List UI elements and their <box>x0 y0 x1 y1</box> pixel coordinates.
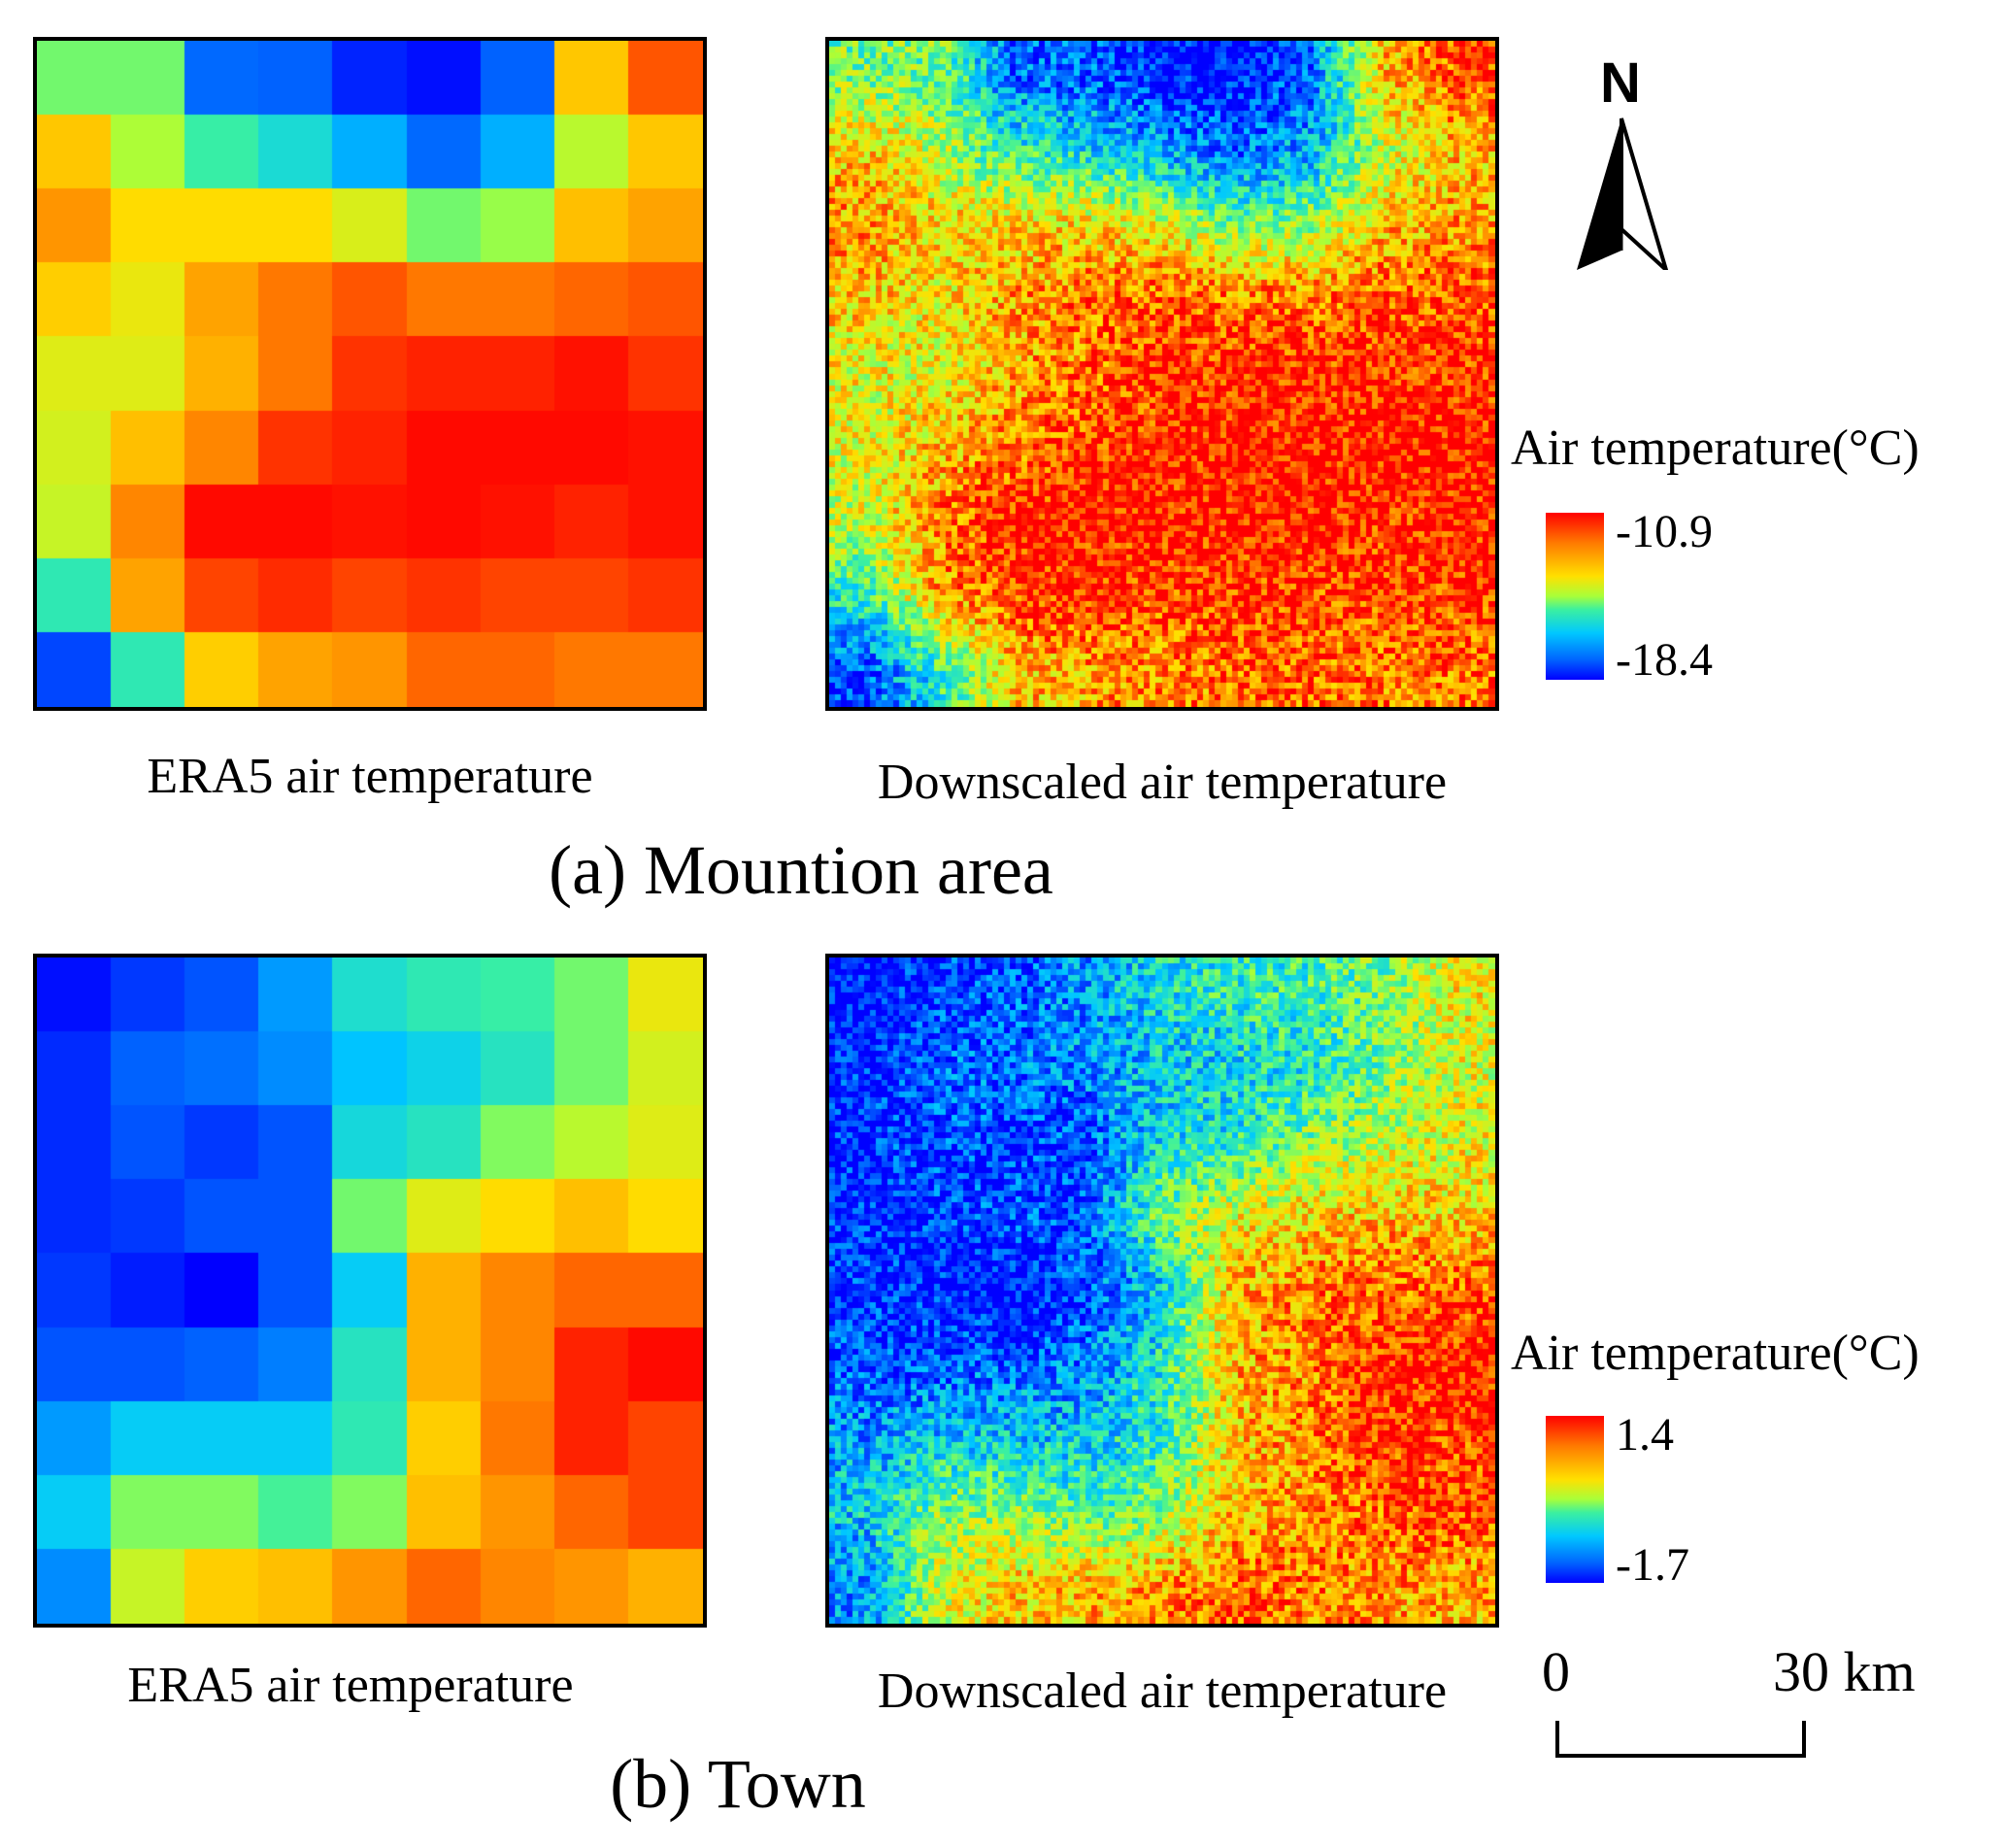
subtitle-town: (b) Town <box>610 1745 866 1823</box>
downscaled-raster-town <box>829 958 1495 1624</box>
legend-colorbar-mountain <box>1546 513 1604 680</box>
downscaled-caption-town: Downscaled air temperature <box>877 1663 1448 1719</box>
legend-min-mountain: -18.4 <box>1616 634 1713 686</box>
downscaled-raster-mountain <box>829 41 1495 707</box>
legend-title-town: Air temperature(°C) <box>1511 1326 1920 1381</box>
era5-caption-town: ERA5 air temperature <box>127 1658 574 1713</box>
scale-bar-start-label: 0 <box>1542 1640 1570 1703</box>
era5-map-town <box>33 954 707 1628</box>
era5-caption-mountain: ERA5 air temperature <box>147 749 593 804</box>
scale-bar-end-label: 30 km <box>1773 1640 1916 1703</box>
scale-bar <box>1555 1721 1806 1758</box>
legend-title-mountain: Air temperature(°C) <box>1511 420 1920 476</box>
era5-raster-town <box>37 958 703 1624</box>
legend-max-mountain: -10.9 <box>1616 506 1713 557</box>
legend-colorbar-town <box>1546 1416 1604 1583</box>
era5-raster-mountain <box>37 41 703 707</box>
downscaled-map-mountain <box>825 37 1499 711</box>
legend-max-town: 1.4 <box>1616 1409 1674 1461</box>
subtitle-mountain: (a) Mountion area <box>549 831 1053 909</box>
era5-map-mountain <box>33 37 707 711</box>
legend-min-town: -1.7 <box>1616 1539 1689 1591</box>
downscaled-caption-mountain: Downscaled air temperature <box>877 755 1448 810</box>
north-arrow-label: N <box>1600 51 1641 115</box>
north-arrow-icon <box>1577 118 1669 270</box>
downscaled-map-town <box>825 954 1499 1628</box>
